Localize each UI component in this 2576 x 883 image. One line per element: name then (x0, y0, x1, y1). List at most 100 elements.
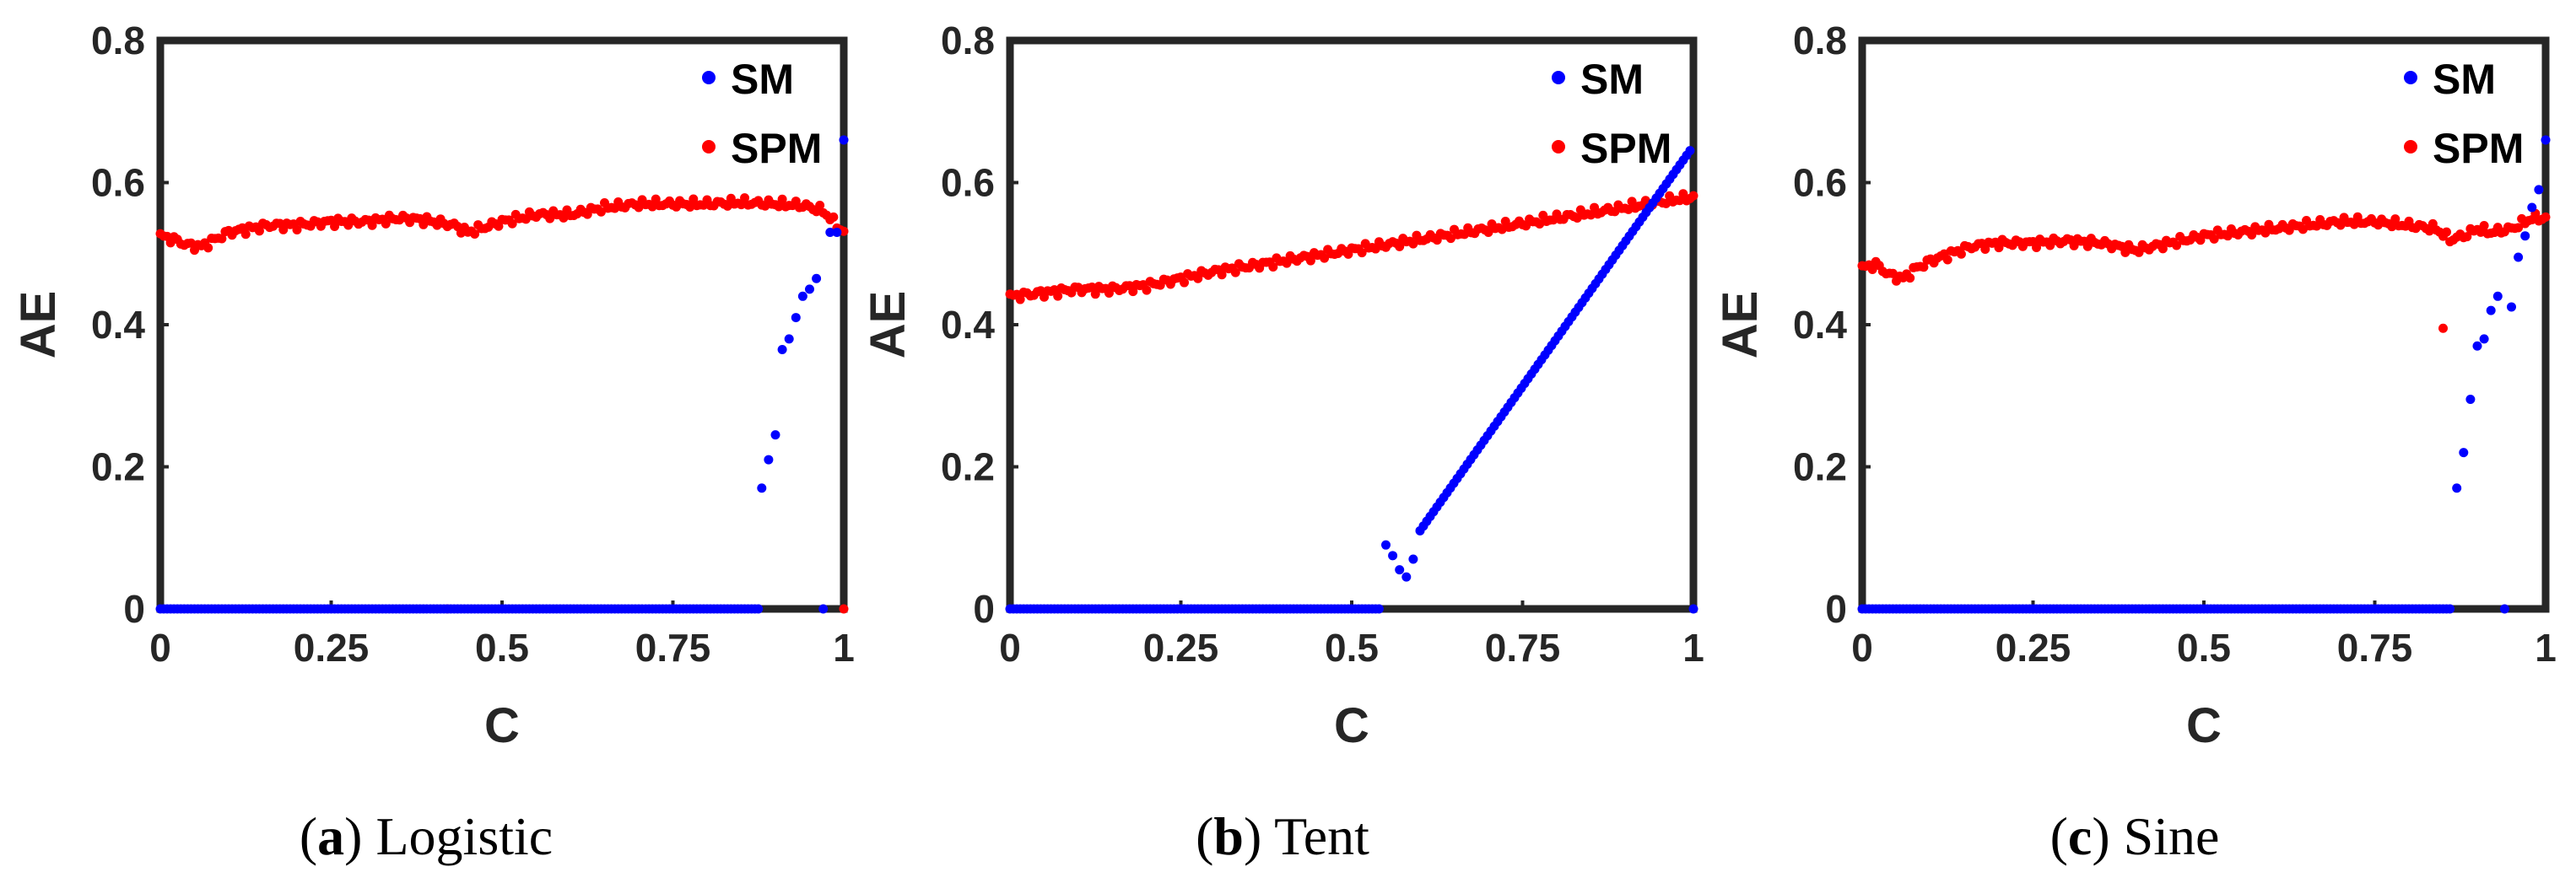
sm-point (1688, 604, 1698, 614)
chart-panel-a: 0 0.25 0.5 0.75 1 0 0.2 0.4 0.6 0.8 C AE SM SPM (11, 19, 855, 753)
spm-point (647, 202, 657, 212)
spm-point (1090, 289, 1100, 299)
legend-marker-sm (702, 71, 716, 84)
spm-point (2247, 229, 2257, 240)
spm-point (292, 225, 302, 235)
y-tick-label: 0.6 (941, 161, 995, 205)
y-tick-label: 0.8 (1793, 19, 1847, 62)
x-axis-label: C (484, 698, 520, 753)
spm-point (1483, 227, 1493, 237)
sm-point (2459, 448, 2469, 458)
x-tick-label: 0.5 (2177, 626, 2231, 670)
sm-point (2499, 604, 2509, 614)
spm-point (419, 219, 429, 229)
sm-point (2465, 394, 2476, 404)
sm-point (2541, 135, 2551, 145)
spm-point (2390, 214, 2400, 224)
x-tick-label: 1 (2535, 626, 2557, 670)
x-tick-label: 0.75 (1485, 626, 1561, 670)
sm-point (784, 334, 794, 344)
x-tick-label: 0.75 (2337, 626, 2413, 670)
spm-point (2479, 220, 2489, 230)
chart-panel-b: 0 0.25 0.5 0.75 1 0 0.2 0.4 0.6 0.8 C AE SM SPM (861, 19, 1704, 753)
spm-point (1395, 241, 1405, 251)
sm-point (777, 344, 787, 354)
spm-point (774, 202, 784, 212)
caption-c: (c) Sine (2049, 806, 2220, 866)
sm-point (753, 604, 764, 614)
sm-point (2520, 231, 2530, 241)
sm-point (2527, 202, 2537, 213)
y-tick-label: 0.8 (941, 19, 995, 62)
sm-point (764, 455, 774, 465)
y-tick-label: 0.4 (91, 303, 145, 347)
sm-point (2534, 185, 2544, 195)
x-tick-label: 1 (833, 626, 855, 670)
spm-point (545, 213, 555, 223)
plot-frame (1858, 36, 2550, 613)
spm-point (1942, 255, 1952, 265)
spm-point (240, 229, 251, 240)
spm-point (740, 193, 750, 203)
spm-point (470, 229, 480, 240)
spm-point (1180, 277, 1190, 288)
sm-point (757, 483, 767, 493)
legend-label-sm: SM (1580, 56, 1644, 103)
sm-point (839, 135, 849, 145)
caption-b: (b) Tent (1196, 806, 1369, 866)
spm-point (1320, 253, 1330, 263)
y-tick-label: 0.8 (91, 19, 145, 62)
x-tick-label: 0.75 (635, 626, 711, 670)
spm-point (1956, 249, 1966, 259)
y-tick-label: 0.4 (1793, 303, 1847, 347)
sm-point (825, 227, 835, 237)
spm-point (1087, 283, 1097, 293)
spm-point (2438, 323, 2448, 333)
spm-point (1268, 261, 1278, 272)
spm-point (2442, 227, 2452, 237)
sm-point (805, 284, 814, 294)
spm-point (2424, 226, 2434, 236)
spm-point (2387, 222, 2397, 232)
sm-point (832, 227, 842, 237)
spm-point (1867, 264, 1877, 274)
spm-point (1282, 258, 1292, 268)
legend-marker-spm (1552, 140, 1565, 153)
sm-point (1374, 604, 1384, 614)
spm-point (829, 212, 839, 222)
x-tick-label: 0 (999, 626, 1021, 670)
sm-point (791, 313, 801, 323)
y-tick-label: 0.2 (1793, 445, 1847, 489)
spm-point (1053, 291, 1063, 301)
spm-point (1142, 285, 1152, 295)
spm-point (1445, 234, 1455, 244)
x-tick-label: 0.25 (294, 626, 370, 670)
y-tick-label: 0 (973, 587, 995, 631)
spm-point (2032, 243, 2042, 253)
sm-point (2452, 483, 2462, 493)
x-tick-label: 0.5 (475, 626, 529, 670)
sm-point (2514, 252, 2524, 262)
x-tick-label: 0 (149, 626, 171, 670)
spm-point (777, 194, 787, 204)
spm-point (1193, 273, 1203, 283)
spm-point (203, 243, 213, 253)
sm-point (1388, 551, 1398, 561)
x-tick-label: 1 (1682, 626, 1704, 670)
spm-point (815, 201, 825, 211)
plot-frame (156, 36, 848, 613)
legend-marker-sm (1552, 71, 1565, 84)
spm-point (839, 604, 849, 614)
spm-point (1994, 243, 2004, 253)
spm-point (1305, 256, 1315, 266)
x-axis-label: C (1334, 698, 1369, 753)
sm-point (770, 430, 780, 440)
sm-point (1685, 146, 1695, 156)
sm-point (2445, 604, 2455, 614)
spm-point (507, 218, 517, 229)
y-axis-label: AE (861, 291, 915, 359)
spm-point (1357, 248, 1367, 258)
sm-point (1401, 572, 1412, 582)
plot-frame (1006, 36, 1698, 613)
